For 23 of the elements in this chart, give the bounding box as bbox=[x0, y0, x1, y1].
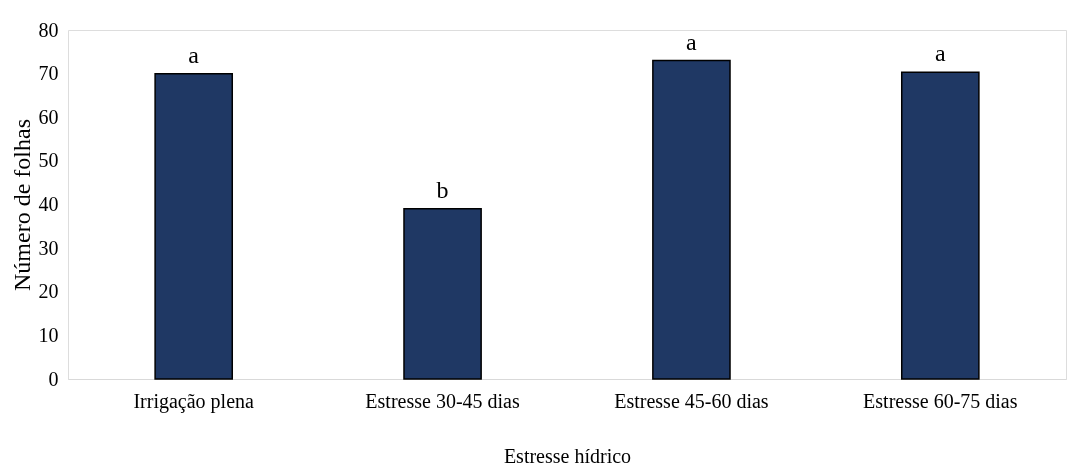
annotation: b bbox=[436, 176, 449, 203]
y-tick-label: 10 bbox=[38, 323, 59, 346]
y-tick-label: 50 bbox=[38, 149, 59, 172]
bar bbox=[154, 72, 234, 380]
annotation: a bbox=[188, 41, 200, 68]
y-tick-label: 0 bbox=[48, 367, 59, 390]
x-tick-label: Estresse 45-60 dias bbox=[614, 389, 769, 412]
annotation: a bbox=[686, 28, 698, 55]
y-tick-label: 30 bbox=[38, 236, 59, 259]
y-tick-label: 60 bbox=[38, 105, 59, 128]
x-tick-label: Estresse 60-75 dias bbox=[863, 389, 1018, 412]
y-axis-title: Número de folhas bbox=[8, 119, 35, 291]
y-tick-label: 40 bbox=[38, 193, 59, 215]
y-tick-label: 80 bbox=[38, 18, 59, 41]
bar bbox=[652, 59, 731, 380]
x-axis-title: Estresse hídrico bbox=[503, 444, 632, 467]
y-tick-label: 20 bbox=[38, 280, 59, 303]
y-tick-label: 70 bbox=[38, 62, 59, 85]
bar bbox=[900, 71, 980, 380]
x-tick-label: Irrigação plena bbox=[133, 389, 255, 413]
bar bbox=[403, 208, 482, 380]
annotation: a bbox=[934, 40, 946, 67]
x-tick-label: Estresse 30-45 dias bbox=[365, 389, 520, 412]
